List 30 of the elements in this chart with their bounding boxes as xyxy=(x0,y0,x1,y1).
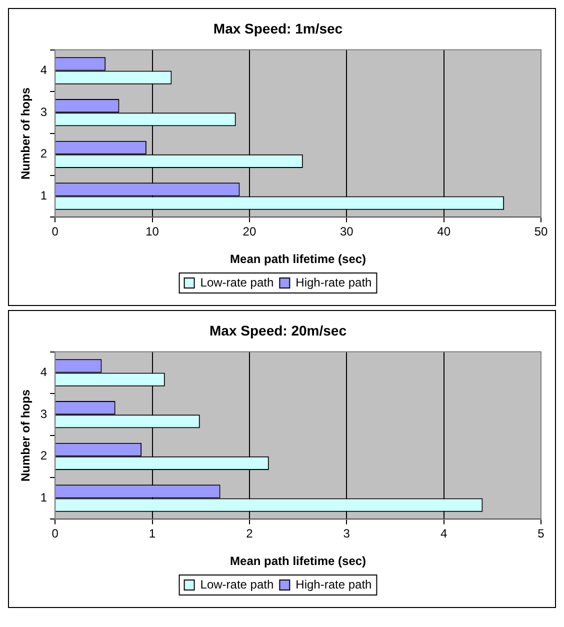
chart-title: Max Speed: 1m/sec xyxy=(213,20,343,36)
x-axis-title: Mean path lifetime (sec) xyxy=(230,554,366,568)
x-tick-label: 50 xyxy=(534,224,548,239)
y-tick-label: 2 xyxy=(40,146,48,161)
y-tick-label: 4 xyxy=(40,63,48,78)
x-tick-label: 4 xyxy=(440,526,448,541)
y-tick-label: 3 xyxy=(40,406,48,421)
x-tick-label: 5 xyxy=(538,526,545,541)
y-tick-label: 1 xyxy=(40,188,48,203)
x-tick-label: 0 xyxy=(52,224,59,239)
y-tick-label: 4 xyxy=(40,365,48,380)
chart-title: Max Speed: 20m/sec xyxy=(210,322,347,338)
x-tick-label: 40 xyxy=(437,224,451,239)
y-tick-label: 3 xyxy=(40,104,48,119)
y-axis-title: Number of hops xyxy=(18,389,33,482)
x-tick-label: 1 xyxy=(148,526,156,541)
x-tick-label: 0 xyxy=(52,526,59,541)
legend-label: High-rate path xyxy=(296,577,372,592)
x-axis-title: Mean path lifetime (sec) xyxy=(230,252,366,266)
x-tick-label: 3 xyxy=(343,526,350,541)
legend-label: Low-rate path xyxy=(200,577,274,592)
x-tick-label: 10 xyxy=(146,224,160,239)
x-tick-label: 2 xyxy=(246,526,254,541)
y-tick-label: 1 xyxy=(40,490,48,505)
legend-label: High-rate path xyxy=(296,275,372,290)
y-axis-title: Number of hops xyxy=(18,87,33,180)
legend-label: Low-rate path xyxy=(200,275,274,290)
x-tick-label: 30 xyxy=(340,224,354,239)
x-tick-label: 20 xyxy=(242,224,256,239)
y-tick-label: 2 xyxy=(40,448,48,463)
